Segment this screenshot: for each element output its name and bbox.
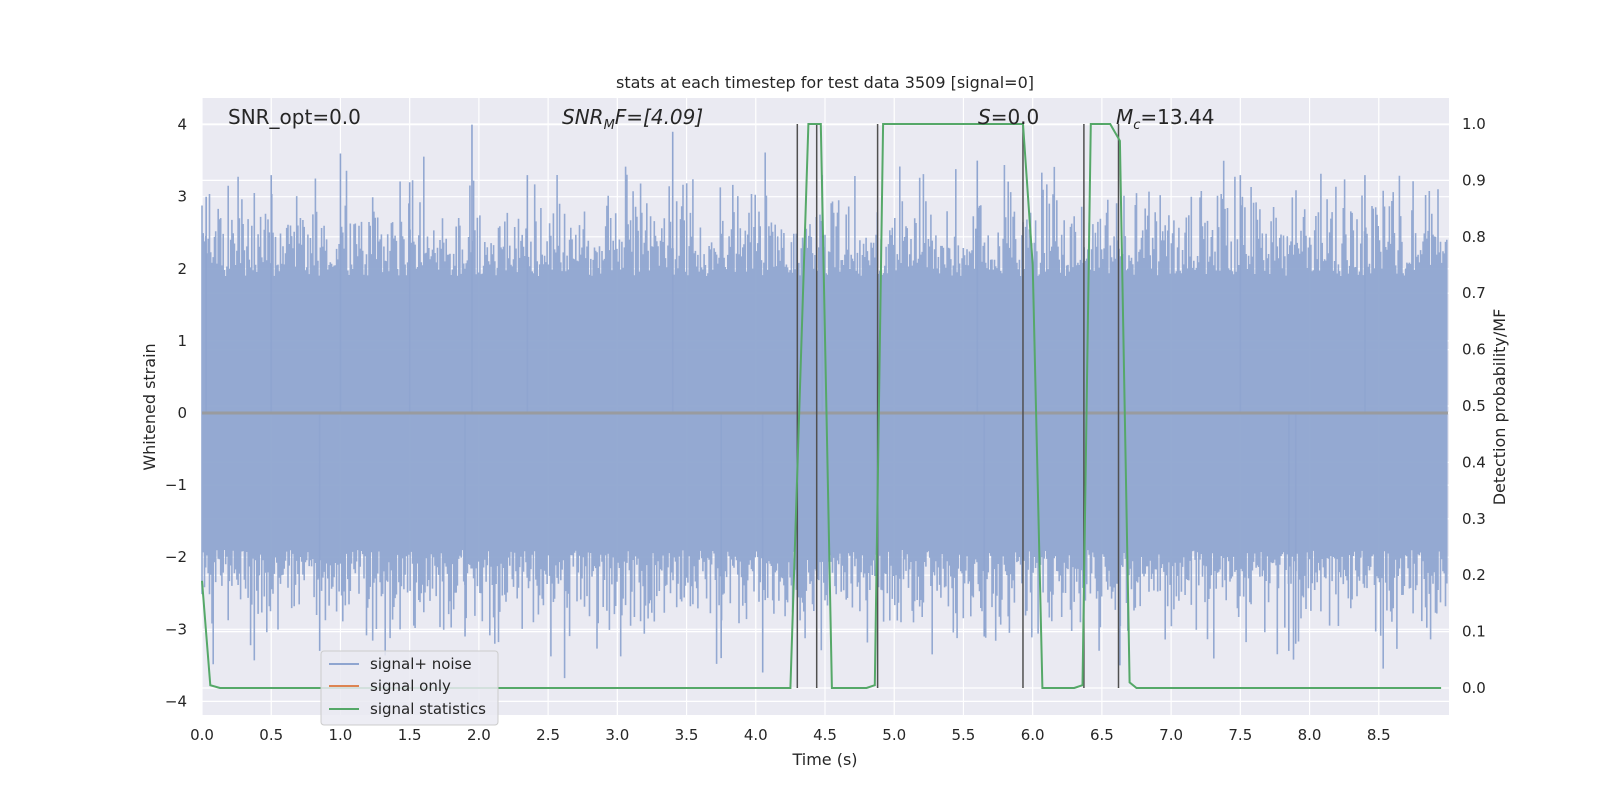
x-tick-label-10: 5.0	[882, 726, 906, 744]
annotation-snr-mf-sub: M	[604, 118, 615, 133]
y-right-tick-label-9: 0.1	[1462, 623, 1486, 641]
annotation-mc-tail: =13.44	[1140, 105, 1214, 129]
x-tick-label-8: 4.0	[744, 726, 768, 744]
annotation-snr-mf-tail: F=[4.09]	[615, 105, 703, 129]
x-axis-label: Time (s)	[791, 750, 857, 769]
y-right-tick-label-4: 0.6	[1462, 341, 1486, 359]
annotation-snr-mf: SNRMF=[4.09]	[562, 105, 703, 133]
y-right-tick-label-6: 0.4	[1462, 453, 1486, 471]
legend-label-signal-only: signal only	[370, 677, 451, 695]
annotation-s: S=0.0	[978, 105, 1039, 129]
x-tick-label-2: 1.0	[329, 726, 353, 744]
noise-trace	[201, 152, 1448, 679]
y-left-tick-label-0: 4	[177, 116, 187, 134]
x-tick-label-7: 3.5	[675, 726, 699, 744]
annotation-snr-opt: SNR_opt=0.0	[228, 105, 361, 129]
annotation-s-main: S	[978, 105, 991, 129]
x-tick-label-13: 6.5	[1090, 726, 1114, 744]
chart-title: stats at each timestep for test data 350…	[616, 73, 1034, 92]
x-tick-label-12: 6.0	[1021, 726, 1045, 744]
y-right-tick-label-8: 0.2	[1462, 566, 1486, 584]
x-tick-label-15: 7.5	[1228, 726, 1252, 744]
y-left-tick-label-4: 0	[177, 404, 187, 422]
y-right-tick-label-1: 0.9	[1462, 171, 1486, 189]
y-right-tick-label-2: 0.8	[1462, 228, 1486, 246]
x-tick-label-16: 8.0	[1298, 726, 1322, 744]
legend-label-noise: signal+ noise	[370, 655, 472, 673]
legend-box	[320, 650, 499, 726]
y-right-tick-label-10: 0.0	[1462, 679, 1486, 697]
legend: signal+ noise signal only signal statist…	[320, 650, 499, 726]
y-right-tick-label-5: 0.5	[1462, 397, 1486, 415]
x-tick-label-17: 8.5	[1367, 726, 1391, 744]
legend-label-statistics: signal statistics	[370, 700, 486, 718]
x-tick-label-4: 2.0	[467, 726, 491, 744]
y-left-axis-label: Whitened strain	[140, 343, 159, 470]
y-left-tick-label-1: 3	[177, 188, 187, 206]
annotation-mc-main: M	[1116, 105, 1133, 129]
x-tick-label-0: 0.0	[190, 726, 214, 744]
annotation-mc-sub: c	[1133, 118, 1140, 133]
signal-statistics-line	[201, 123, 1442, 689]
y-left-tick-label-5: −1	[165, 476, 187, 494]
y-left-tick-labels: 4 3 2 1 0 −1 −2 −3 −4	[165, 116, 187, 711]
y-left-tick-label-7: −3	[165, 620, 187, 638]
annotation-snr-mf-main: SNR	[562, 105, 604, 129]
x-tick-label-3: 1.5	[398, 726, 422, 744]
y-left-tick-label-2: 2	[177, 260, 187, 278]
x-tick-labels: 0.0 0.5 1.0 1.5 2.0 2.5 3.0 3.5 4.0 4.5 5.0 5.5 6.0 6…	[190, 726, 1391, 744]
x-tick-label-11: 5.5	[952, 726, 976, 744]
noise-series	[201, 124, 1448, 679]
y-left-tick-label-3: 1	[177, 332, 187, 350]
signal-statistics-series	[201, 123, 1442, 689]
annotation-s-tail: =0.0	[991, 105, 1040, 129]
x-tick-label-14: 7.0	[1159, 726, 1183, 744]
y-left-tick-label-6: −2	[165, 548, 187, 566]
y-right-tick-labels: 1.0 0.9 0.8 0.7 0.6 0.5 0.4 0.3 0.2 0.1 0.0	[1462, 115, 1486, 697]
y-right-tick-label-7: 0.3	[1462, 510, 1486, 528]
x-tick-label-9: 4.5	[813, 726, 837, 744]
y-left-tick-label-8: −4	[165, 692, 187, 710]
x-tick-label-5: 2.5	[536, 726, 560, 744]
y-right-tick-label-0: 1.0	[1462, 115, 1486, 133]
annotation-mc: Mc=13.44	[1116, 105, 1214, 133]
x-tick-label-6: 3.0	[605, 726, 629, 744]
x-tick-label-1: 0.5	[259, 726, 283, 744]
y-right-axis-label: Detection probability/MF	[1490, 309, 1509, 506]
y-right-tick-label-3: 0.7	[1462, 284, 1486, 302]
